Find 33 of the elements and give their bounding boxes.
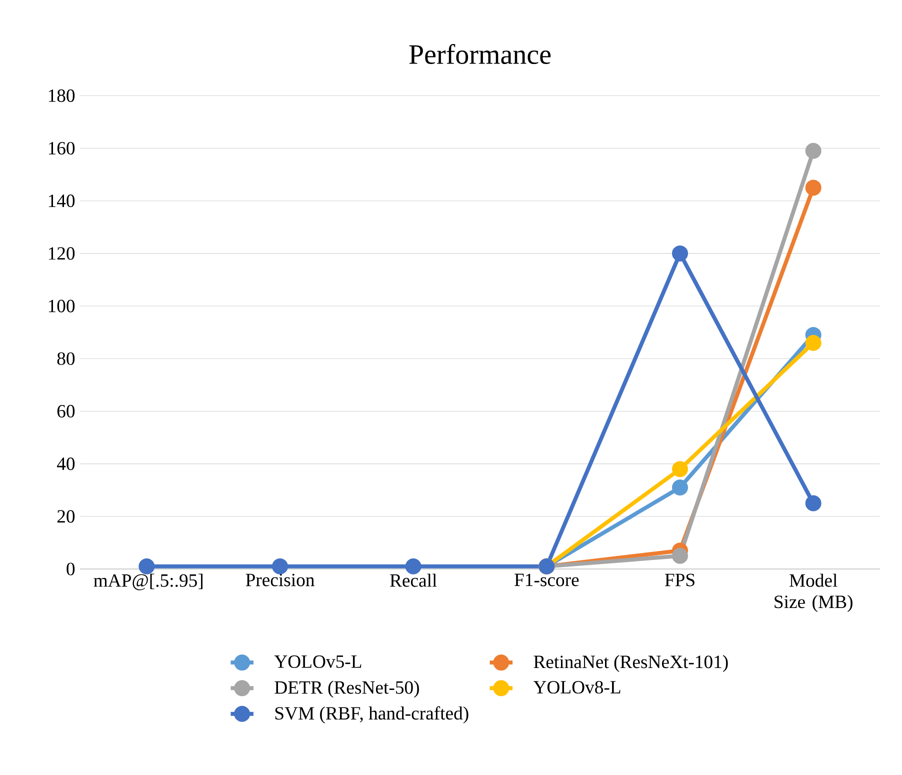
point (672, 245, 688, 262)
y-tick-label: 100 (48, 300, 75, 312)
x-tick-label: FPS (664, 574, 694, 586)
y-tick-label: 0 (66, 562, 75, 576)
legend-label: RetinaNet (ResNeXt-101) (534, 655, 728, 672)
x-tick-label: mAP@[.5:.95] (94, 574, 202, 590)
x-tick-label: Precision (246, 574, 314, 586)
y-tick-label: 160 (48, 142, 75, 155)
point (672, 548, 688, 564)
y-tick-label: 60 (57, 404, 75, 418)
legend-label: YOLOv8-L (533, 680, 620, 694)
point (672, 461, 688, 478)
point (805, 180, 822, 196)
chart-title: Performance (409, 44, 551, 64)
y-tick-label: 120 (48, 247, 75, 260)
y-tick-label: 140 (48, 194, 75, 208)
point (805, 495, 822, 512)
legend-label: YOLOv5-L (274, 655, 362, 668)
y-tick-label: 180 (48, 89, 75, 102)
y-tick-label: 20 (57, 510, 75, 523)
legend-label: SVM (RBF, hand-crafted) (275, 706, 468, 724)
point (272, 558, 288, 574)
point (405, 558, 422, 574)
y-tick-label: 40 (56, 458, 75, 470)
point (672, 479, 688, 496)
y-tick-label: 80 (57, 352, 75, 365)
point (805, 142, 822, 159)
x-tick-label: Recall (390, 574, 437, 587)
legend-label: DETR (ResNet-50) (274, 680, 419, 698)
point (805, 334, 822, 351)
point (138, 558, 155, 574)
x-tick-label: Model Size (MB) (774, 574, 852, 612)
x-tick-label: F1-score (514, 574, 579, 586)
